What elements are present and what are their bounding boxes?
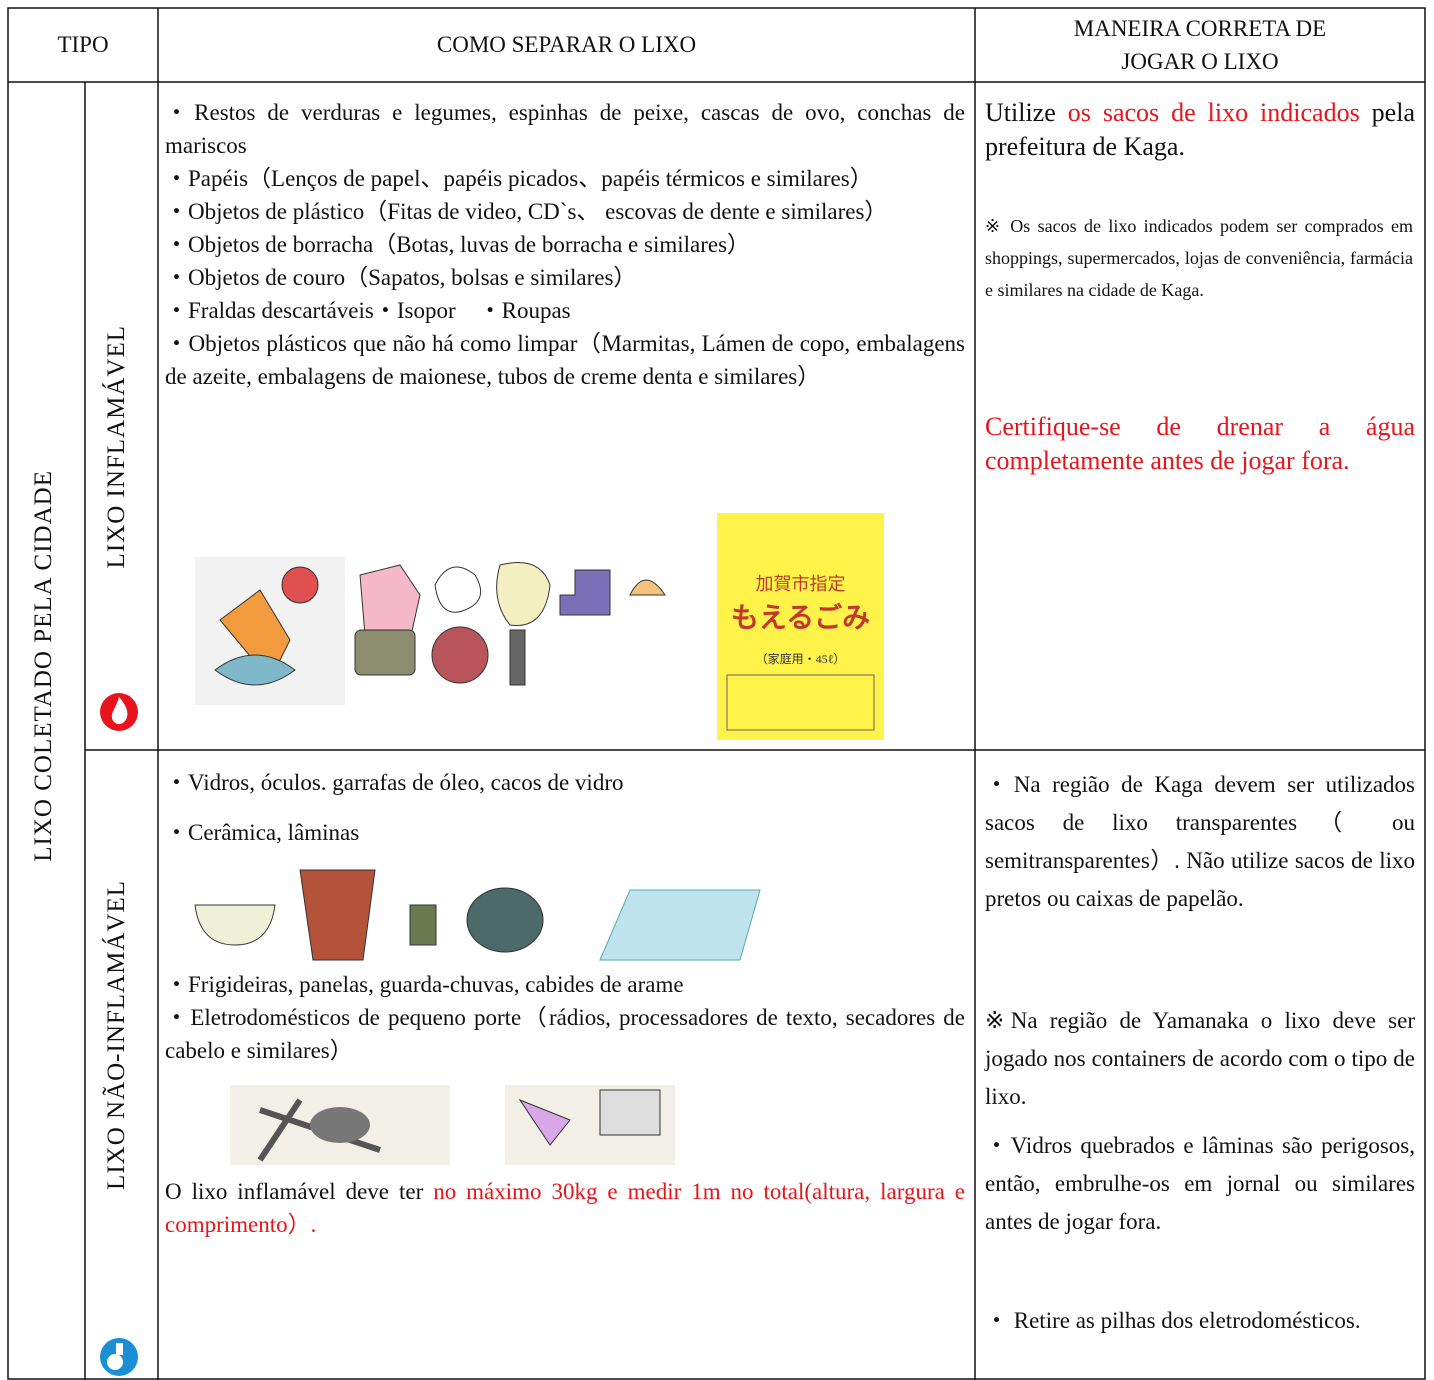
bag-text: もえるごみ	[730, 603, 871, 634]
item: ・Restos de verduras e legumes, espinhas …	[165, 100, 965, 158]
highlight: os sacos de lixo indicados	[1067, 98, 1360, 127]
method-intro: Utilize os sacos de lixo indicados pela …	[985, 96, 1415, 164]
limit-note: O lixo inflamável deve ter no máximo 30k…	[165, 1175, 965, 1241]
text: pela prefeitura de Kaga.	[985, 98, 1415, 161]
method: ※Na região de Yamanaka o lixo deve ser j…	[985, 1008, 1415, 1109]
method: ・ Retire as pilhas dos eletrodomésticos.	[985, 1308, 1361, 1333]
item: ・Objetos de couro（Sapatos, bolsas e simi…	[165, 265, 637, 290]
header-como: COMO SEPARAR O LIXO	[436, 32, 697, 57]
item: ・Papéis（Lenços de papel、papéis picados、p…	[165, 166, 873, 191]
item: ・Vidros, óculos. garrafas de óleo, cacos…	[165, 770, 624, 795]
header-tipo: TIPO	[57, 32, 109, 57]
method: ・Na região de Kaga devem ser utilizados …	[985, 772, 1415, 911]
item: ・Objetos plásticos que não há como limpa…	[165, 331, 965, 389]
item: ・Eletrodomésticos de pequeno porte（rádio…	[165, 1005, 965, 1063]
method-warning: Certifique-se de drenar a água completam…	[985, 412, 1415, 475]
row-type: LIXO NÃO-INFLAMÁVEL	[103, 880, 130, 1190]
item: ・Frigideiras, panelas, guarda-chuvas, ca…	[165, 972, 684, 997]
method-note: ※ Os sacos de lixo indicados podem ser c…	[985, 216, 1413, 300]
header-maneira: MANEIRA CORRETA DE JOGAR O LIXO	[1073, 16, 1327, 74]
bag-label: 加賀市指定 もえるごみ （家庭用・45ℓ）	[717, 570, 884, 667]
item: ・Fraldas descartáveis・Isopor ・Roupas	[165, 298, 571, 323]
bag-text: （家庭用・45ℓ）	[755, 652, 846, 666]
item-list: ・Restos de verduras e legumes, espinhas …	[165, 96, 965, 393]
bag-text: 加賀市指定	[755, 574, 846, 594]
item: ・Cerâmica, lâminas	[165, 820, 360, 845]
item: ・Objetos de plástico（Fitas de video, CD`…	[165, 199, 888, 224]
item: ・Objetos de borracha（Botas, luvas de bor…	[165, 232, 751, 257]
highlight: no máximo 30kg e medir 1m no total(altur…	[165, 1179, 965, 1237]
group-label: LIXO COLETADO PELA CIDADE	[30, 470, 57, 862]
row-type: LIXO INFLAMÁVEL	[103, 325, 130, 569]
method: ・Vidros quebrados e lâminas são perigoso…	[985, 1133, 1415, 1234]
text: Utilize	[985, 98, 1068, 127]
text: O lixo inflamável deve ter	[165, 1179, 434, 1204]
